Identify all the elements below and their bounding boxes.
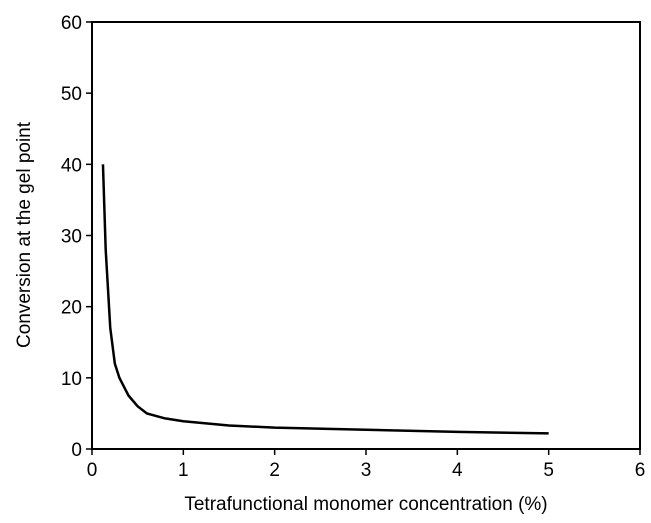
x-tick-label: 4 [452,460,463,481]
y-axis-label: Conversion at the gel point [14,121,35,348]
x-tick-label: 3 [361,460,372,481]
y-tick-label: 60 [61,13,82,34]
y-tick-label: 40 [61,155,82,176]
y-tick-label: 30 [61,227,82,248]
x-tick-label: 5 [543,460,554,481]
y-tick-label: 10 [61,369,82,390]
x-axis-label: Tetrafunctional monomer concentration (%… [184,494,547,515]
x-tick-label: 0 [87,460,98,481]
y-tick-label: 0 [71,440,82,461]
y-tick-label: 20 [61,298,82,319]
x-tick-label: 2 [269,460,280,481]
line [101,164,549,435]
plot-frame [91,21,641,450]
y-tick-label: 50 [61,84,82,105]
x-tick-label: 1 [178,460,189,481]
x-tick-label: 6 [635,460,646,481]
